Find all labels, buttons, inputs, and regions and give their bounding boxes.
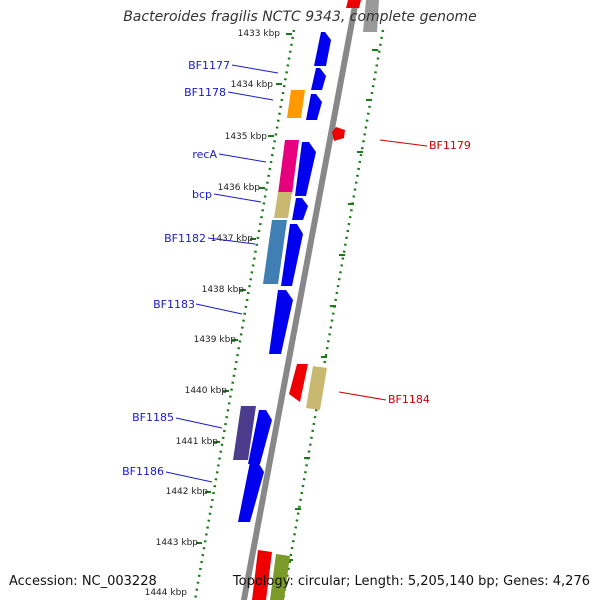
gene-label: BF1182 [164,232,206,245]
leader-line-BF1183 [195,303,243,315]
tick-label: 1441 kbp [176,437,219,447]
gene-block-purple [233,406,256,460]
tick-label: 1438 kbp [202,285,245,295]
tick-label: 1434 kbp [231,80,274,90]
gene-arrow-recA [295,142,316,196]
gene-feature-red-bottom [252,550,272,600]
gene-label: recA [192,148,217,161]
gene-label: bcp [192,188,212,201]
genome-backbone [240,0,360,600]
leader-line-BF1185 [175,417,223,429]
leader-line-bcp [213,193,262,203]
gene-label: BF1177 [188,59,230,72]
accession-text: Accession: NC_003228 [9,574,157,589]
gene-block-orange [287,90,305,118]
tick-label: 1437 kbp [211,234,254,244]
gene-label: BF1183 [153,298,195,311]
gene-block-steel [263,220,287,284]
gene-feature-green-bottom [270,554,290,600]
page-title: Bacteroides fragilis NCTC 9343, complete… [123,9,477,25]
gene-arrow-BF1184-red [289,364,308,402]
tick-label: 1439 kbp [194,335,237,345]
leader-line-BF1177 [231,64,279,74]
tick-label: 1444 kbp [145,588,188,598]
tick-label: 1442 kbp [166,487,209,497]
leader-line-BF1186 [165,471,213,483]
gene-label: BF1185 [132,411,174,424]
gene-feature-red-top [346,0,361,8]
gene-arrow-BF1185 [248,410,272,464]
tick-marks [196,33,378,561]
gene-arrow-BF1183 [269,290,293,354]
topology-text: Topology: circular; Length: 5,205,140 bp… [232,574,590,589]
gene-arrow-bcp [292,198,308,220]
gene-label: BF1184 [388,393,430,406]
gene-block-khaki-bcp [274,192,292,218]
leader-line-BF1184 [338,391,387,401]
gene-arrow-BF1186 [238,462,264,522]
gene-arrow-BF1182 [281,224,303,286]
gene-arrow-BF1177-a [314,32,331,66]
tick-label: 1435 kbp [225,132,268,142]
gene-arrow-BF1179 [332,127,345,141]
tick-label: 1433 kbp [238,29,281,39]
leader-line-BF1178 [227,91,274,101]
tick-label: 1436 kbp [218,183,261,193]
gene-label: BF1179 [429,139,471,152]
tick-label: 1440 kbp [185,386,228,396]
leader-line-recA [218,153,267,163]
leader-line-BF1179 [379,139,428,147]
gene-label: BF1186 [122,465,164,478]
gene-arrow-BF1177-b [311,68,326,90]
leader-line-BF1182 [207,237,256,245]
gene-arrow-BF1178 [306,94,322,120]
gene-block-magenta [278,140,299,194]
gene-block-BF1184-khaki [306,366,327,410]
gene-feature-gray-top [363,0,379,32]
gene-label: BF1178 [184,86,226,99]
tick-label: 1443 kbp [156,538,199,548]
